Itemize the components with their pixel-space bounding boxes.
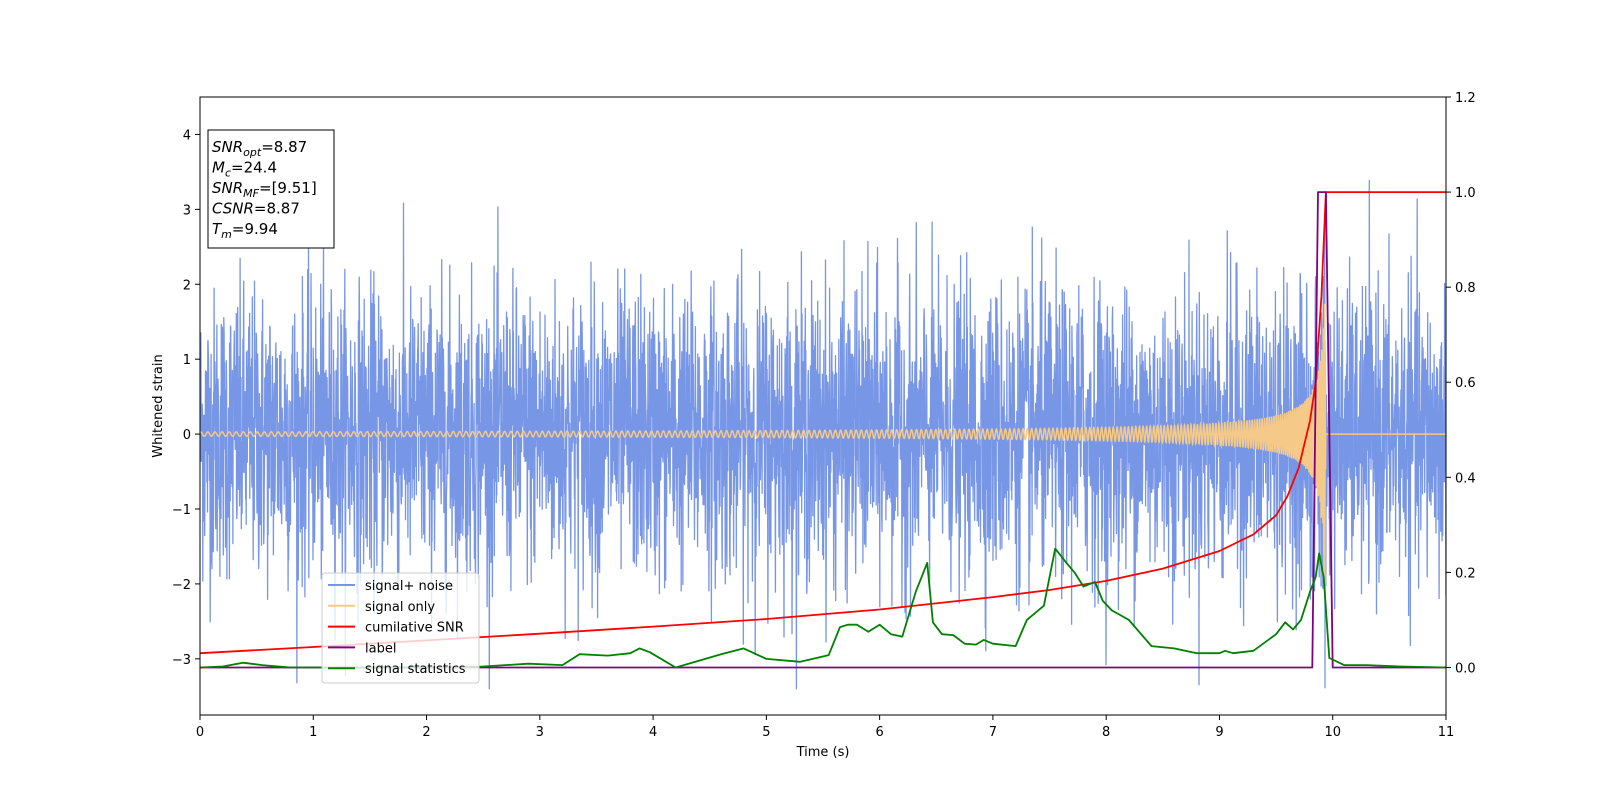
x-tick-label: 5: [762, 725, 770, 740]
series-label: [200, 191, 1446, 669]
series-signal-statistics: [200, 547, 1446, 669]
x-tick-label: 1: [309, 725, 317, 740]
x-tick-label: 6: [875, 725, 883, 740]
x-tick-label: 10: [1324, 725, 1341, 740]
y2-tick-label: 1.2: [1455, 91, 1476, 106]
x-tick-label: 11: [1438, 725, 1455, 740]
plot-area: [200, 179, 1446, 690]
x-tick-label: 3: [536, 725, 544, 740]
y-tick-label: −1: [172, 503, 191, 518]
series-cumulative-snr: [200, 191, 1446, 655]
y2-tick-label: 0.6: [1455, 376, 1476, 391]
legend-entry: signal+ noise: [365, 579, 453, 594]
y2-tick-label: 0.4: [1455, 471, 1476, 486]
series-signal-noise: [200, 179, 1446, 690]
y-tick-label: −3: [172, 653, 191, 668]
x-tick-label: 4: [649, 725, 657, 740]
y-tick-label: 2: [183, 278, 191, 293]
x-tick-label: 2: [422, 725, 430, 740]
y-tick-label: 0: [183, 428, 191, 443]
x-axis-label: Time (s): [796, 745, 850, 760]
legend-entry: signal statistics: [365, 662, 466, 677]
y2-tick-label: 0.8: [1455, 281, 1476, 296]
x-tick-label: 7: [989, 725, 997, 740]
annotation-line: SNRopt=8.87: [212, 138, 307, 159]
x-tick-label: 0: [196, 725, 204, 740]
legend-entry: label: [365, 641, 396, 656]
plot-frame: [199, 96, 1447, 716]
annotation-line: Tm=9.94: [212, 220, 278, 241]
y2-tick-label: 0.0: [1455, 661, 1476, 676]
y2-tick-label: 1.0: [1455, 186, 1476, 201]
annotation-line: SNRMF=[9.51]: [212, 179, 317, 200]
annotation-line: CSNR=8.87: [212, 200, 300, 218]
annotation-line: Mc=24.4: [212, 159, 277, 180]
y-tick-label: 3: [183, 203, 191, 218]
y-axis-label: Whitened strain: [151, 354, 166, 457]
series-signal-only: [200, 303, 1446, 590]
y-tick-label: 4: [183, 128, 191, 143]
x-tick-label: 8: [1102, 725, 1110, 740]
y2-tick-label: 0.2: [1455, 566, 1476, 581]
x-tick-label: 9: [1215, 725, 1223, 740]
y-tick-label: 1: [183, 353, 191, 368]
axes: 0 1 2 3 4 5 6 7 8 9 10 1143210−1−2−31.21.00.80.60.4…: [172, 91, 1476, 740]
y-tick-label: −2: [172, 578, 191, 593]
legend-entry: signal only: [365, 600, 435, 615]
legend: signal+ noise signal only cumilative SNR la…: [321, 572, 480, 684]
legend-entry: cumilative SNR: [365, 621, 464, 636]
